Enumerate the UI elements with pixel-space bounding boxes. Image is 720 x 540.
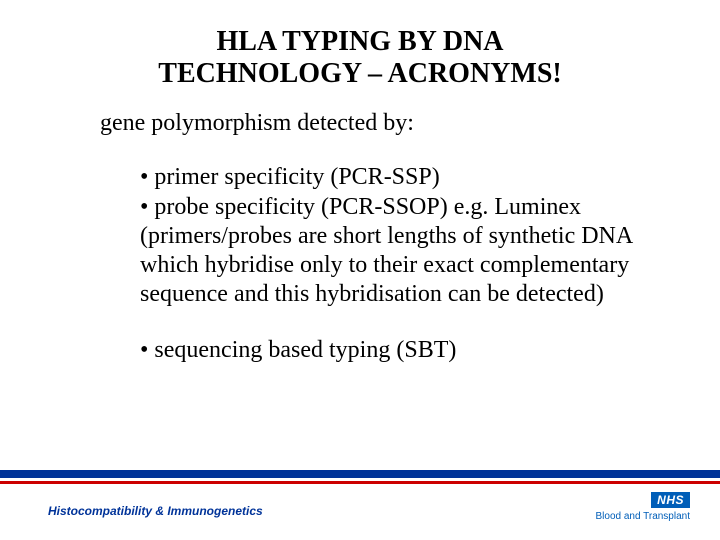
footer-left-text: Histocompatibility & Immunogenetics (48, 504, 263, 518)
nhs-subtext: Blood and Transplant (595, 511, 690, 522)
bullet-paragraph: (primers/probes are short lengths of syn… (140, 222, 650, 310)
bullet-2: • probe specificity (PCR-SSOP) e.g. Lumi… (140, 193, 650, 222)
intro-text: gene polymorphism detected by: (100, 110, 660, 137)
title-line-1: HLA TYPING BY DNA (0, 26, 720, 58)
title-line-2: TECHNOLOGY – ACRONYMS! (0, 58, 720, 90)
slide-title: HLA TYPING BY DNA TECHNOLOGY – ACRONYMS! (0, 0, 720, 90)
bullet-list: • primer specificity (PCR-SSP) • probe s… (140, 163, 650, 365)
bullet-1: • primer specificity (PCR-SSP) (140, 163, 650, 192)
band-blue (0, 470, 720, 478)
footer-right: NHS Blood and Transplant (595, 491, 690, 522)
slide: HLA TYPING BY DNA TECHNOLOGY – ACRONYMS!… (0, 0, 720, 540)
footer-band (0, 470, 720, 484)
bullet-3: • sequencing based typing (SBT) (140, 336, 650, 365)
nhs-logo: NHS (651, 492, 690, 508)
band-red (0, 481, 720, 484)
